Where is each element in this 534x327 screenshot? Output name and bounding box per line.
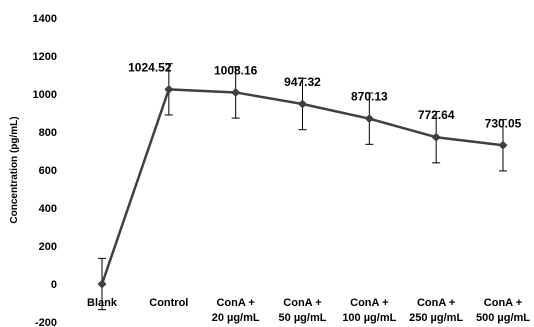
data-point — [97, 279, 107, 289]
x-tick-label: ConA +500 µg/mL — [476, 297, 530, 324]
plot-area: 1024.52 1008.16 947.32 870.13 772.64 730.05 — [97, 60, 522, 311]
data-label: 870.13 — [351, 90, 388, 104]
data-point — [298, 99, 307, 109]
y-tick-label: -200 — [35, 317, 57, 327]
data-label: 772.64 — [418, 108, 455, 122]
x-tick-label: ConA +250 µg/mL — [409, 297, 463, 324]
data-point — [431, 132, 441, 142]
data-point — [498, 140, 508, 150]
data-point — [364, 114, 374, 124]
x-tick-label: Control — [149, 297, 188, 309]
y-axis: -200 0 200 400 600 800 1000 1200 1400 — [33, 13, 57, 327]
data-label: 1008.16 — [214, 63, 258, 77]
data-point — [164, 84, 174, 94]
y-tick-label: 1400 — [33, 13, 57, 25]
y-tick-label: 800 — [39, 127, 57, 139]
y-tick-label: 1200 — [33, 51, 57, 63]
x-tick-label: ConA +50 µg/mL — [279, 297, 327, 324]
data-label: 1024.52 — [128, 60, 172, 74]
y-tick-label: 400 — [39, 203, 57, 215]
y-tick-label: 200 — [39, 241, 57, 253]
y-tick-label: 0 — [51, 279, 57, 291]
data-point — [231, 87, 241, 97]
x-tick-label: ConA +20 µg/mL — [212, 297, 260, 324]
data-label: 730.05 — [485, 116, 522, 130]
data-label: 947.32 — [284, 75, 321, 89]
y-tick-label: 1000 — [33, 89, 57, 101]
y-tick-label: 600 — [39, 165, 57, 177]
x-tick-label: ConA +100 µg/mL — [342, 297, 396, 324]
y-axis-title: Concentration (pg/mL) — [9, 116, 20, 223]
